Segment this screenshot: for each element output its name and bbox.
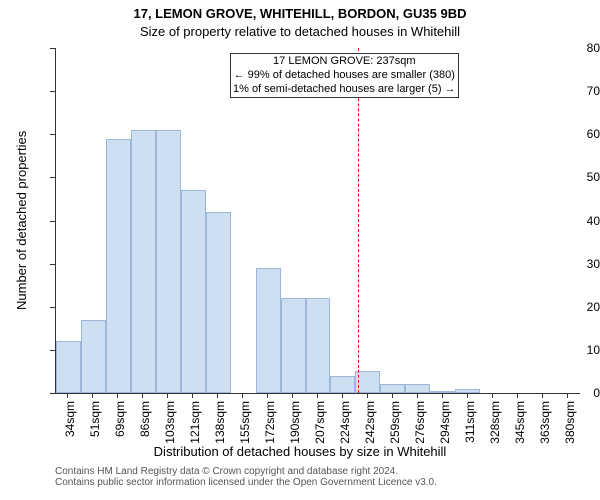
y-tick-label: 50 — [553, 170, 600, 184]
y-tick — [50, 134, 55, 135]
x-tick-label: 276sqm — [413, 401, 427, 444]
x-tick — [517, 393, 518, 398]
x-tick-label: 294sqm — [438, 401, 452, 444]
x-tick — [67, 393, 68, 398]
x-tick-label: 207sqm — [313, 401, 327, 444]
x-tick-label: 138sqm — [213, 401, 227, 444]
y-axis-label: Number of detached properties — [14, 131, 29, 310]
y-tick-label: 10 — [553, 343, 600, 357]
x-tick — [342, 393, 343, 398]
y-tick-label: 0 — [553, 386, 600, 400]
plot-area — [55, 48, 580, 394]
x-tick-label: 51sqm — [88, 401, 102, 437]
x-tick — [417, 393, 418, 398]
chart-title-subtitle: Size of property relative to detached ho… — [0, 24, 600, 39]
y-tick-label: 40 — [553, 214, 600, 228]
y-tick-label: 70 — [553, 84, 600, 98]
x-axis-label: Distribution of detached houses by size … — [0, 444, 600, 459]
histogram-bar — [181, 190, 206, 393]
x-tick — [167, 393, 168, 398]
y-tick-label: 20 — [553, 300, 600, 314]
y-tick-label: 30 — [553, 257, 600, 271]
x-tick — [492, 393, 493, 398]
x-tick — [267, 393, 268, 398]
x-tick-label: 311sqm — [463, 401, 477, 443]
histogram-bar — [306, 298, 331, 393]
histogram-bar — [281, 298, 306, 393]
x-tick — [117, 393, 118, 398]
histogram-bar — [330, 376, 355, 393]
x-tick-label: 69sqm — [113, 401, 127, 437]
x-tick-label: 242sqm — [363, 401, 377, 444]
x-tick — [192, 393, 193, 398]
y-tick-label: 80 — [553, 41, 600, 55]
y-tick — [50, 48, 55, 49]
x-tick — [142, 393, 143, 398]
y-tick — [50, 221, 55, 222]
histogram-bar — [380, 384, 405, 393]
x-tick-label: 155sqm — [238, 401, 252, 444]
x-tick — [217, 393, 218, 398]
chart-title-address: 17, LEMON GROVE, WHITEHILL, BORDON, GU35… — [0, 6, 600, 21]
x-tick-label: 121sqm — [188, 401, 202, 444]
annotation-line: 17 LEMON GROVE: 237sqm — [233, 55, 456, 69]
x-tick-label: 328sqm — [488, 401, 502, 444]
histogram-bar — [355, 371, 380, 393]
histogram-bar — [106, 139, 131, 393]
histogram-bar — [156, 130, 181, 393]
x-tick — [392, 393, 393, 398]
y-tick-label: 60 — [553, 127, 600, 141]
x-tick — [567, 393, 568, 398]
x-tick-label: 224sqm — [338, 401, 352, 444]
histogram-bar — [455, 389, 480, 393]
x-tick-label: 345sqm — [513, 401, 527, 444]
attribution-text: Contains HM Land Registry data © Crown c… — [55, 466, 437, 488]
histogram-bar — [81, 320, 106, 393]
y-tick — [50, 307, 55, 308]
y-tick — [50, 177, 55, 178]
x-tick — [92, 393, 93, 398]
annotation-line: ← 99% of detached houses are smaller (38… — [233, 69, 456, 83]
histogram-bar — [256, 268, 281, 393]
histogram-bar — [430, 391, 455, 393]
x-tick-label: 190sqm — [288, 401, 302, 444]
y-tick — [50, 350, 55, 351]
x-tick-label: 34sqm — [63, 401, 77, 437]
x-tick — [317, 393, 318, 398]
x-tick — [442, 393, 443, 398]
annotation-box: 17 LEMON GROVE: 237sqm← 99% of detached … — [230, 53, 459, 98]
x-tick — [242, 393, 243, 398]
y-tick — [50, 393, 55, 394]
x-tick-label: 86sqm — [138, 401, 152, 437]
marker-line — [358, 48, 359, 393]
x-tick-label: 172sqm — [263, 401, 277, 444]
x-tick-label: 259sqm — [388, 401, 402, 444]
x-tick — [367, 393, 368, 398]
histogram-bar — [206, 212, 231, 393]
x-tick-label: 103sqm — [163, 401, 177, 444]
annotation-line: 1% of semi-detached houses are larger (5… — [233, 83, 456, 97]
x-tick — [467, 393, 468, 398]
histogram-bar — [56, 341, 81, 393]
x-tick — [292, 393, 293, 398]
histogram-bar — [131, 130, 156, 393]
x-tick-label: 380sqm — [563, 401, 577, 444]
x-tick — [542, 393, 543, 398]
y-tick — [50, 264, 55, 265]
y-tick — [50, 91, 55, 92]
histogram-bar — [405, 384, 430, 393]
x-tick-label: 363sqm — [538, 401, 552, 444]
